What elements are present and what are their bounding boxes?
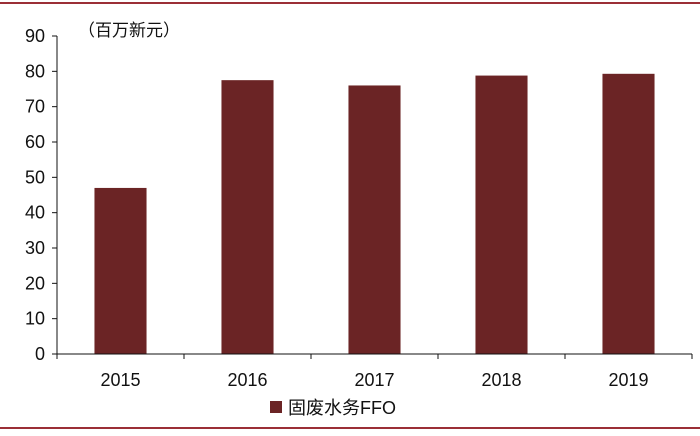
x-tick-label: 2016 <box>227 370 267 390</box>
y-tick-label: 40 <box>25 203 45 223</box>
bar-2016 <box>221 80 274 355</box>
y-tick-label: 60 <box>25 132 45 152</box>
bar-2017 <box>348 85 401 354</box>
legend-swatch <box>270 401 282 413</box>
y-axis-ticks: 0 10 20 30 40 50 60 70 80 90 <box>25 26 57 364</box>
x-axis-ticks: 2015 2016 2017 2018 2019 <box>56 354 693 390</box>
x-tick-label: 2018 <box>481 370 521 390</box>
y-tick-label: 30 <box>25 238 45 258</box>
y-tick-label: 90 <box>25 26 45 46</box>
bar-2015 <box>94 187 147 354</box>
y-tick-label: 50 <box>25 167 45 187</box>
y-tick-label: 0 <box>35 344 45 364</box>
legend-label: 固废水务FFO <box>288 398 396 418</box>
x-tick-label: 2015 <box>100 370 140 390</box>
x-tick-label: 2019 <box>608 370 648 390</box>
y-tick-label: 70 <box>25 97 45 117</box>
x-tick-label: 2017 <box>354 370 394 390</box>
y-tick-label: 10 <box>25 309 45 329</box>
bar-2018 <box>475 75 528 354</box>
legend: 固废水务FFO <box>270 398 396 418</box>
y-tick-label: 80 <box>25 61 45 81</box>
bar-series <box>94 73 655 355</box>
y-tick-label: 20 <box>25 273 45 293</box>
bar-2019 <box>602 73 655 354</box>
unit-label: （百万新元） <box>78 21 180 40</box>
top-frame-line <box>0 2 700 4</box>
bottom-frame-line <box>0 427 700 429</box>
